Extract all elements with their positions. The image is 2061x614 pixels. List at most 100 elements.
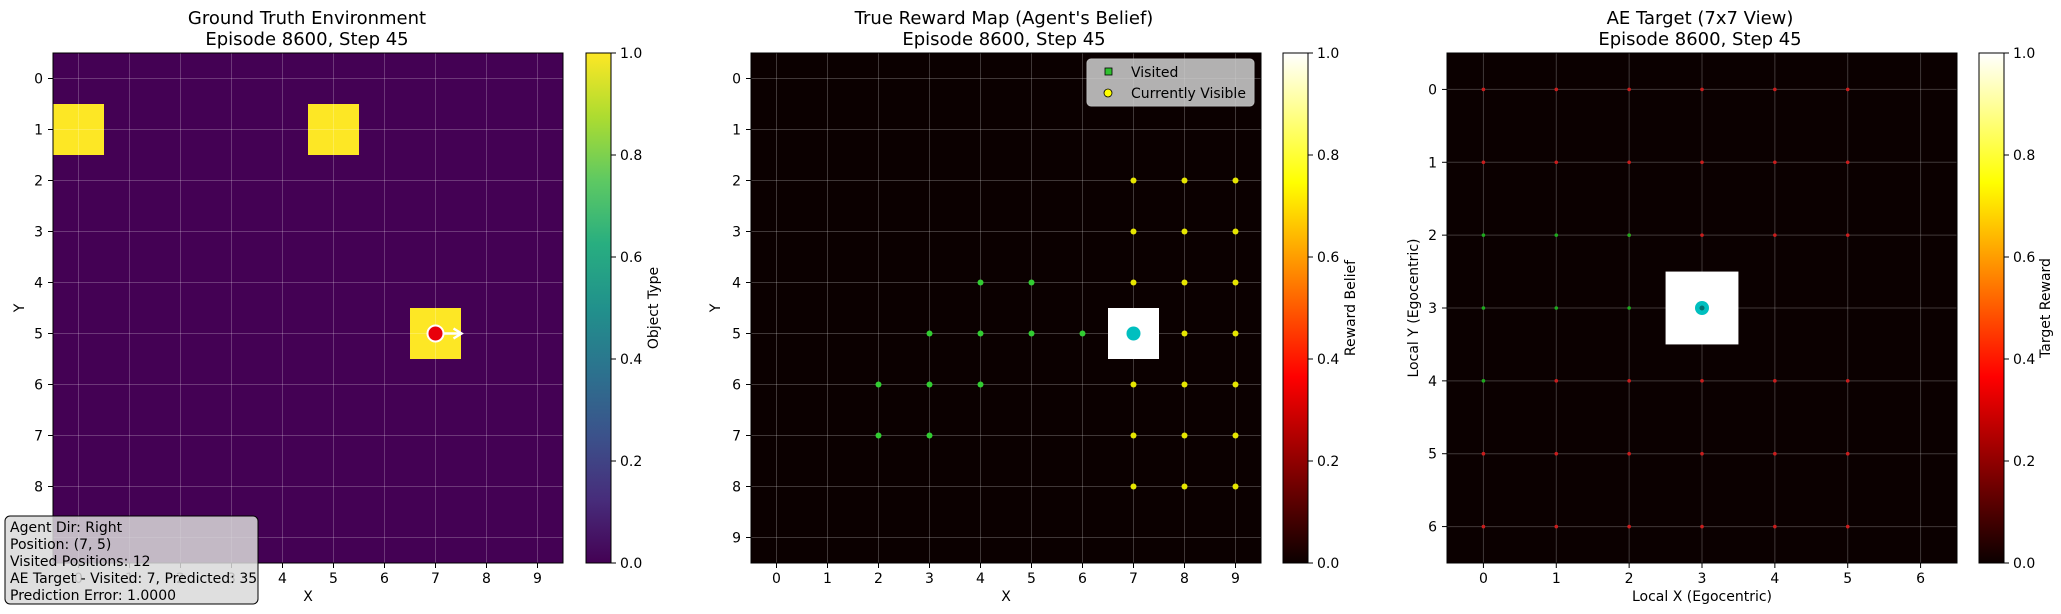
- visible-marker: [1181, 330, 1188, 337]
- green-marker: [1627, 233, 1631, 237]
- visited-marker: [977, 381, 984, 388]
- red-marker: [1627, 451, 1631, 456]
- panel3-x-label: Local X (Egocentric): [1632, 589, 1772, 605]
- x-tick-label: 4: [1770, 571, 1779, 587]
- legend-visible-marker: [1103, 88, 1113, 98]
- x-tick-label: 0: [772, 571, 781, 587]
- x-tick-label: 2: [874, 571, 883, 587]
- red-marker: [1627, 160, 1631, 165]
- y-tick-label: 5: [1428, 447, 1437, 463]
- panel1-agent: [426, 324, 464, 343]
- colorbar-tick-label: 0.0: [620, 556, 642, 572]
- panel2-markers: [875, 177, 1239, 490]
- colorbar-tick-label: 0.4: [1317, 352, 1339, 368]
- y-tick-label: 4: [1428, 374, 1437, 390]
- visible-marker: [1232, 228, 1239, 235]
- panel-reward-map: True Reward Map (Agent's Belief) Episode…: [708, 8, 1359, 605]
- x-tick-label: 9: [533, 571, 542, 587]
- visible-marker: [1232, 483, 1239, 490]
- x-tick-label: 4: [976, 571, 985, 587]
- visited-marker: [875, 381, 882, 388]
- colorbar-tick-label: 0.0: [1317, 556, 1339, 572]
- panel3-colorbar-ticks: 0.0 0.2 0.4 0.6 0.8 1.0: [2004, 46, 2035, 572]
- red-marker: [1700, 87, 1704, 92]
- panel2-agent: [1126, 326, 1141, 341]
- x-tick-label: 5: [1027, 571, 1036, 587]
- colorbar-tick-label: 1.0: [2013, 46, 2035, 62]
- red-marker: [1554, 451, 1559, 456]
- visible-marker: [1130, 381, 1137, 388]
- y-tick-label: 3: [732, 225, 741, 241]
- agent-marker: [426, 324, 445, 343]
- red-marker: [1627, 379, 1631, 383]
- panel2-heatmap-background: [751, 53, 1261, 563]
- red-marker: [1845, 379, 1850, 383]
- red-marker: [1845, 524, 1850, 529]
- panel2-colorbar: [1282, 52, 1309, 564]
- colorbar-tick-label: 0.8: [2013, 148, 2035, 164]
- red-marker: [1554, 524, 1559, 529]
- visited-marker: [875, 432, 882, 439]
- visited-marker: [1079, 330, 1086, 337]
- visible-marker: [1232, 381, 1239, 388]
- red-marker: [1700, 233, 1704, 237]
- visible-marker: [1130, 228, 1137, 235]
- x-tick-label: 0: [1479, 571, 1488, 587]
- visible-marker: [1130, 279, 1137, 286]
- x-tick-label: 2: [1625, 571, 1634, 587]
- visible-marker: [1181, 279, 1188, 286]
- panel1-frame: [52, 52, 564, 564]
- info-prediction-error: Prediction Error: 1.0000: [10, 588, 176, 604]
- y-tick-label: 7: [34, 429, 43, 445]
- visible-marker: [1181, 381, 1188, 388]
- red-marker: [1845, 160, 1850, 165]
- panel3-x-ticks: 0 1 2 3 4 5 6: [1479, 563, 1925, 587]
- red-marker: [1627, 87, 1631, 92]
- y-tick-label: 1: [732, 123, 741, 139]
- visible-marker: [1181, 177, 1188, 184]
- y-tick-label: 3: [1428, 301, 1437, 317]
- panel1-y-label: Y: [12, 303, 28, 313]
- info-box: Agent Dir: Right Position: (7, 5) Visite…: [4, 515, 259, 605]
- info-box-background: [4, 515, 259, 605]
- colorbar-tick-label: 0.8: [1317, 148, 1339, 164]
- info-ae-target: AE Target - Visited: 7, Predicted: 35: [10, 571, 257, 587]
- panel2-y-ticks: 0 1 2 3 4 5 6 7 8 9: [732, 72, 751, 547]
- panel1-title-line1: Ground Truth Environment: [188, 8, 426, 29]
- panel2-title-line2: Episode 8600, Step 45: [902, 29, 1105, 50]
- visible-marker: [1232, 177, 1239, 184]
- legend-box: [1086, 58, 1255, 107]
- red-marker: [1481, 87, 1486, 92]
- panel1-x-label: X: [303, 589, 313, 605]
- visible-marker: [1232, 330, 1239, 337]
- colorbar-tick-label: 1.0: [1317, 46, 1339, 62]
- panel3-y-label: Local Y (Egocentric): [1406, 239, 1422, 378]
- visited-marker: [1028, 330, 1035, 337]
- panel2-x-ticks: 0 1 2 3 4 5 6 7 8 9: [772, 563, 1240, 587]
- panel2-legend: Visited Currently Visible: [1086, 58, 1255, 107]
- y-tick-label: 8: [732, 480, 741, 496]
- x-tick-label: 1: [1552, 571, 1561, 587]
- x-tick-label: 6: [380, 571, 389, 587]
- panel3-title-line1: AE Target (7x7 View): [1607, 8, 1794, 29]
- red-marker: [1773, 87, 1777, 92]
- x-tick-label: 3: [925, 571, 934, 587]
- y-tick-label: 4: [34, 276, 43, 292]
- visited-marker: [926, 432, 933, 439]
- visible-marker: [1130, 177, 1137, 184]
- y-tick-label: 1: [1428, 155, 1437, 171]
- x-tick-label: 7: [1129, 571, 1138, 587]
- panel2-title-line1: True Reward Map (Agent's Belief): [854, 8, 1154, 29]
- panel3-title-line2: Episode 8600, Step 45: [1598, 29, 1801, 50]
- panel2-colorbar-ticks: 0.0 0.2 0.4 0.6 0.8 1.0: [1308, 46, 1339, 572]
- colorbar-tick-label: 0.0: [2013, 556, 2035, 572]
- panel1-title-line2: Episode 8600, Step 45: [205, 29, 408, 50]
- info-position: Position: (7, 5): [10, 537, 111, 553]
- colorbar-tick-label: 0.6: [2013, 250, 2035, 266]
- visible-marker: [1232, 432, 1239, 439]
- panel2-y-label: Y: [708, 303, 724, 313]
- panel-ae-target: AE Target (7x7 View) Episode 8600, Step …: [1406, 8, 2054, 605]
- panel2-frame: [750, 52, 1262, 564]
- colorbar-tick-label: 0.6: [1317, 250, 1339, 266]
- colorbar-tick-label: 0.8: [620, 148, 642, 164]
